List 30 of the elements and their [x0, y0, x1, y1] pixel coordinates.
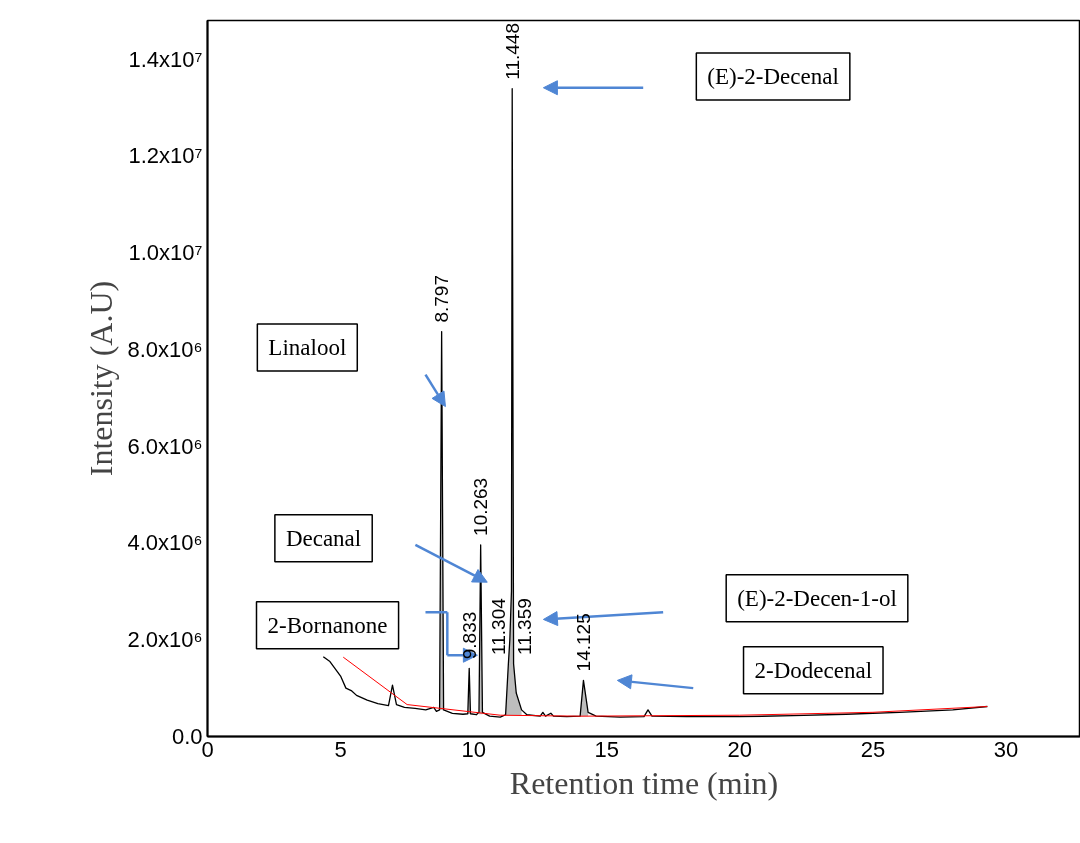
annotation: 11.359: [514, 598, 536, 655]
y-tick-label: 8.0x10⁶: [127, 336, 203, 362]
annotation: 9.833: [458, 611, 480, 660]
annotation: Linalool: [268, 335, 347, 361]
y-tick-label: 0.0: [171, 724, 203, 749]
x-axis-title: Retention time (min): [509, 764, 779, 801]
y-tick-label: 1.4x10⁷: [128, 46, 203, 72]
annotation: Decanal: [285, 525, 362, 551]
annotation: (E)-2-Decen-1-ol: [737, 585, 897, 611]
annotation: 2-Dodecenal: [754, 657, 873, 683]
x-tick-label: 30: [993, 736, 1019, 762]
annotation: 2-Bornanone: [267, 612, 388, 638]
annotation: 10.263: [470, 477, 492, 536]
x-tick-label: 5: [334, 736, 347, 762]
y-tick-label: 1.2x10⁷: [128, 143, 203, 169]
x-tick-label: 25: [860, 736, 886, 762]
y-tick-label: 6.0x10⁶: [127, 433, 203, 459]
x-tick-label: 0: [201, 736, 214, 762]
y-tick-label: 4.0x10⁶: [127, 530, 203, 556]
annotation: 11.448: [501, 23, 523, 80]
annotation: 8.797: [431, 275, 453, 323]
x-tick-label: 20: [727, 736, 753, 762]
y-tick-label: 1.0x10⁷: [128, 240, 203, 266]
y-tick-label: 2.0x10⁶: [127, 627, 203, 653]
x-tick-label: 10: [461, 736, 486, 762]
x-tick-label: 15: [594, 736, 619, 762]
y-axis-title: Intensity (A.U): [83, 280, 120, 477]
annotation: 14.125: [572, 613, 594, 672]
annotation: (E)-2-Decenal: [707, 64, 839, 90]
annotation: 11.304: [487, 597, 509, 655]
